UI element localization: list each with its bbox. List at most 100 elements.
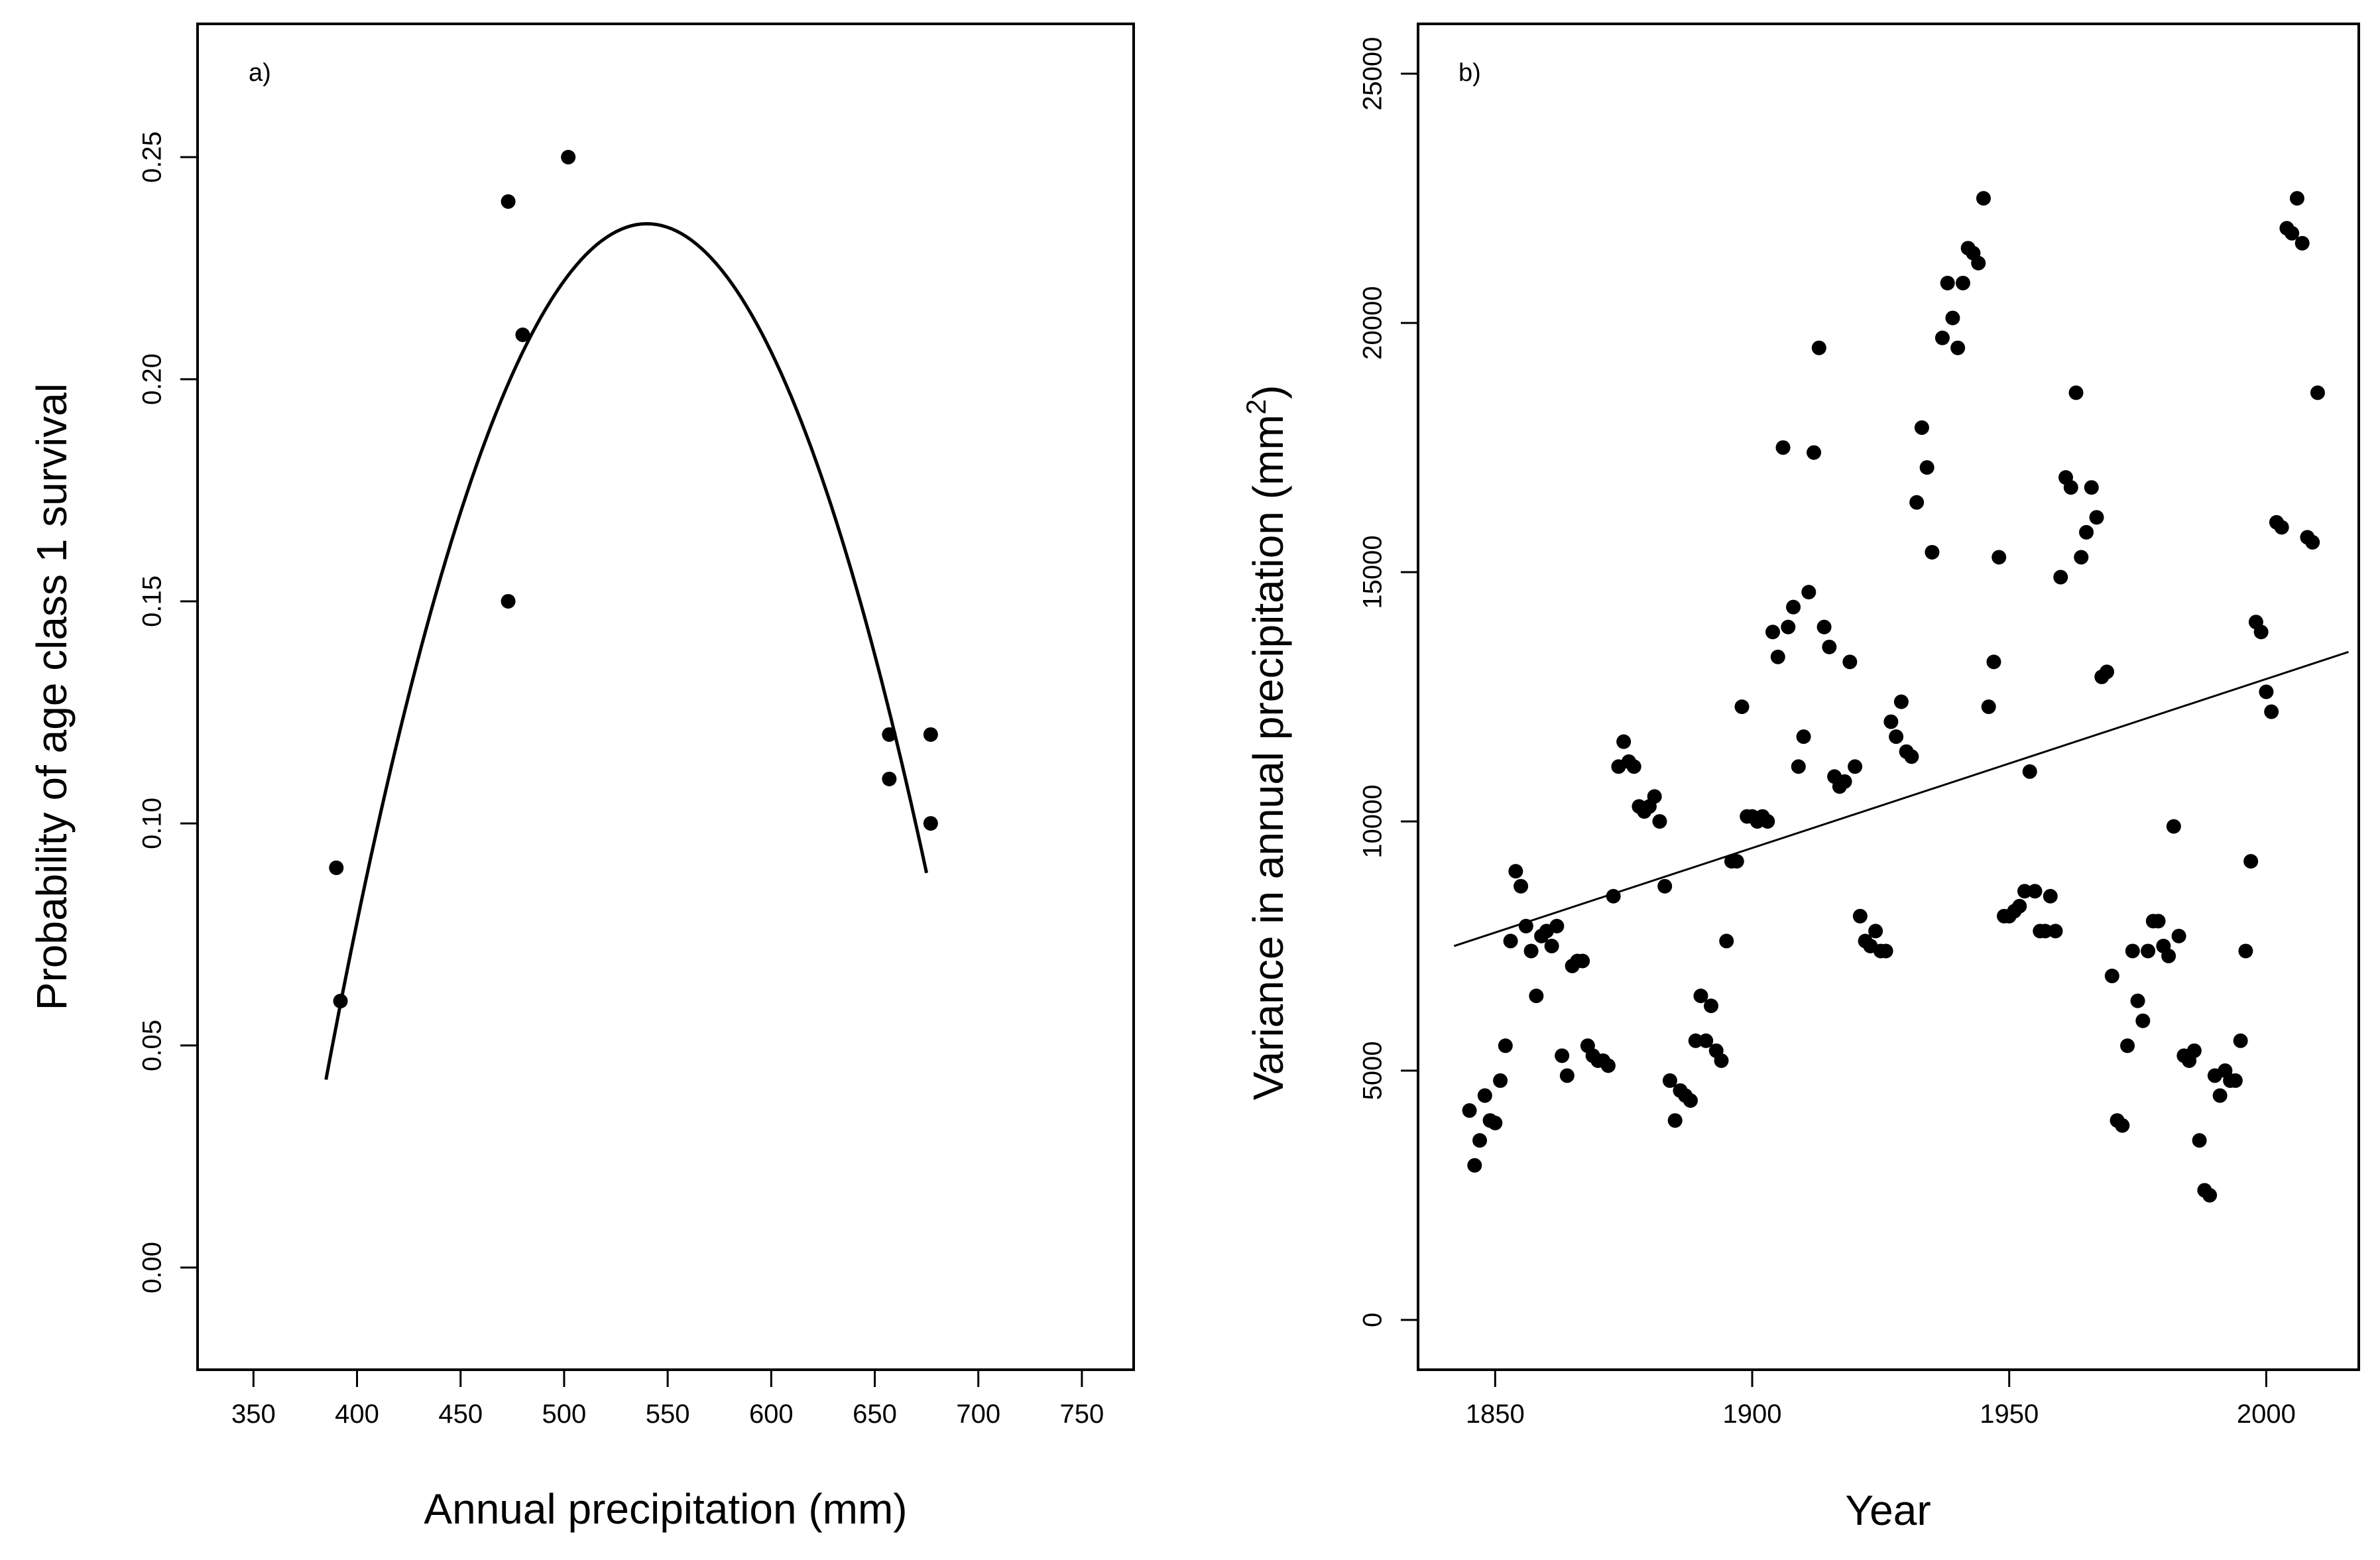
panel-b-data-point	[1555, 1048, 1570, 1063]
panel-b-data-point	[2053, 570, 2068, 585]
panel-b-data-point	[1529, 989, 1544, 1004]
panel-b-y-axis-label-suffix: )	[1244, 385, 1292, 399]
panel-b-data-point	[2048, 924, 2063, 939]
panel-b-data-point	[1883, 714, 1899, 729]
panel-b-data-point	[1848, 759, 1863, 774]
panel-b-y-tick-label: 25000	[1358, 37, 1388, 111]
panel-b-data-point	[2285, 225, 2300, 241]
panel-b-points	[1462, 191, 2325, 1203]
panel-b-y-tick-label: 15000	[1358, 535, 1388, 609]
panel-b-data-point	[2264, 704, 2279, 719]
panel-b-x-tick-label: 1900	[1723, 1400, 1782, 1429]
panel-b-data-point	[2079, 524, 2094, 540]
panel-b-data-point	[1729, 854, 1744, 869]
panel-a-data-point	[923, 815, 938, 831]
panel-b-data-point	[1503, 933, 1518, 949]
panel-b-data-point	[1693, 989, 1708, 1004]
panel-b-data-point	[1606, 888, 1621, 904]
panel-a-y-tick-label: 0.20	[138, 353, 167, 405]
panel-a: 350 400 450 500 550 600 650 700 750 0.00 0.05 0.10…	[28, 23, 1135, 1533]
panel-b-data-point	[1986, 654, 2001, 670]
panel-b-y-tick-label: 5000	[1358, 1041, 1388, 1100]
panel-b-data-point	[2253, 625, 2269, 640]
panel-b-data-point	[1904, 749, 1919, 764]
panel-b-data-point	[2305, 534, 2320, 550]
panel-b-data-point	[1934, 330, 1950, 345]
panel-b-y-tick-label: 10000	[1358, 784, 1388, 858]
panel-b-data-point	[1488, 1115, 1503, 1130]
panel-b-data-point	[1467, 1158, 1482, 1173]
panel-b-data-point	[1760, 813, 1775, 829]
panel-a-x-tick-label: 650	[853, 1400, 897, 1429]
panel-a-x-axis-label: Annual precipitation (mm)	[424, 1485, 907, 1533]
panel-b-y-tick-label: 20000	[1358, 286, 1388, 359]
panel-b-data-point	[1781, 619, 1796, 634]
panel-b-data-point	[1683, 1093, 1698, 1108]
panel-b-data-point	[1508, 864, 1523, 879]
panel-b-data-point	[2084, 480, 2099, 495]
panel-b-data-point	[2125, 943, 2140, 959]
panel-b-data-point	[1992, 550, 2007, 565]
panel-a-x-tick-label: 350	[231, 1400, 276, 1429]
panel-b-data-point	[1734, 699, 1750, 715]
panel-b-data-point	[2238, 943, 2253, 959]
panel-a-y-tick-label: 0.05	[138, 1020, 167, 1071]
panel-b-data-point	[1514, 878, 1529, 894]
panel-b-data-point	[2012, 898, 2027, 914]
panel-a-y-tick-label: 0.00	[138, 1242, 167, 1293]
panel-b-data-point	[2212, 1088, 2228, 1103]
panel-a-data-point	[501, 194, 516, 209]
panel-b-data-point	[1698, 1033, 1714, 1048]
panel-b-data-point	[1868, 924, 1883, 939]
panel-a-points	[329, 149, 938, 1008]
panel-b-data-point	[1575, 953, 1590, 969]
panel-b-data-point	[1616, 734, 1632, 749]
panel-b-data-point	[2166, 819, 2181, 834]
panel-b-data-point	[1950, 340, 1966, 355]
panel-b-data-point	[2068, 385, 2084, 400]
panel-b-data-point	[1837, 774, 1852, 789]
panel-b-data-point	[2100, 664, 2115, 680]
panel-b-data-point	[1775, 440, 1791, 455]
panel-a-x-tick-label: 600	[749, 1400, 794, 1429]
panel-a-y-axis-label: Probability of age class 1 survival	[28, 383, 76, 1010]
panel-b-data-point	[1714, 1053, 1729, 1068]
panel-b-data-point	[1807, 445, 1822, 460]
panel-b-data-point	[1719, 933, 1734, 949]
panel-b-data-point	[1765, 625, 1781, 640]
panel-b-data-point	[1770, 649, 1785, 664]
panel-b-data-point	[1472, 1133, 1488, 1148]
panel-a-x-tick-label: 450	[438, 1400, 483, 1429]
panel-a-y-tick-label: 0.15	[138, 575, 167, 627]
panel-b-data-point	[2294, 235, 2310, 251]
panel-b-data-point	[1652, 813, 1667, 829]
panel-b-data-point	[2130, 993, 2145, 1008]
panel-b-y-axis: 0 5000 10000 15000 20000 25000	[1358, 37, 1418, 1327]
panel-b-data-point	[1498, 1038, 1513, 1053]
panel-b-data-point	[2289, 191, 2304, 206]
panel-b-data-point	[1940, 275, 1955, 290]
panel-a-y-tick-label: 0.10	[138, 798, 167, 849]
panel-b-data-point	[2141, 943, 2156, 959]
panel-b-data-point	[2202, 1187, 2218, 1203]
panel-b-data-point	[2063, 480, 2078, 495]
panel-b-trend-path	[1453, 650, 2349, 947]
panel-b-data-point	[2243, 854, 2259, 869]
panel-a-y-axis: 0.00 0.05 0.10 0.15 0.20 0.25	[138, 131, 198, 1293]
panel-b-data-point	[1657, 878, 1673, 894]
panel-b-data-point	[1662, 1073, 1677, 1088]
panel-b-data-point	[1955, 275, 1970, 290]
panel-b-data-point	[1523, 943, 1539, 959]
panel-a-y-tick-label: 0.25	[138, 131, 167, 183]
panel-a-data-point	[329, 860, 344, 875]
panel-b-x-axis-label: Year	[1845, 1486, 1931, 1534]
panel-b-trend-line	[1453, 650, 2349, 947]
panel-b-data-point	[2038, 924, 2053, 939]
panel-b-data-point	[1822, 639, 1837, 654]
panel-b-data-point	[2186, 1043, 2202, 1058]
panel-a-x-tick-label: 400	[335, 1400, 379, 1429]
panel-a-data-point	[333, 993, 348, 1008]
panel-b-data-point	[1549, 918, 1565, 933]
panel-b: 1850 1900 1950 2000 0 5000 10000 15000 20000 250…	[1240, 23, 2360, 1534]
